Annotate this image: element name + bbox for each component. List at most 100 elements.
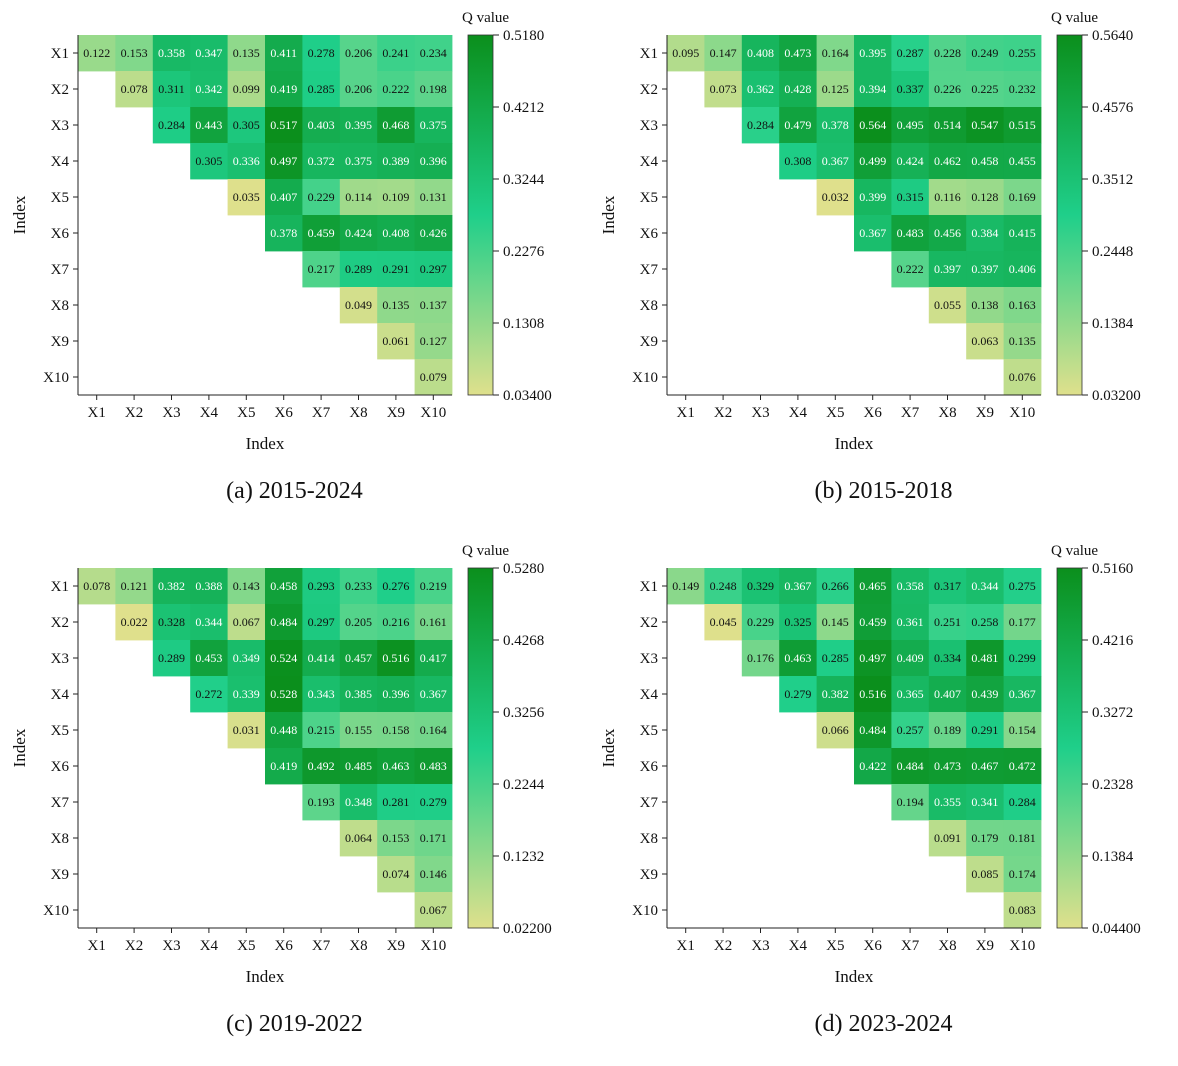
cell-value-label: 0.497 <box>859 651 886 665</box>
cell-value-label: 0.385 <box>345 687 372 701</box>
heat-cell <box>302 107 341 144</box>
cell-value-label: 0.341 <box>971 795 998 809</box>
heat-cell <box>741 568 780 605</box>
cell-value-label: 0.395 <box>345 118 372 132</box>
heat-cell <box>741 604 780 641</box>
y-tick-label: X3 <box>640 651 658 667</box>
cell-value-label: 0.426 <box>420 226 447 240</box>
cell-value-label: 0.517 <box>270 118 297 132</box>
cell-value-label: 0.325 <box>784 615 811 629</box>
cell-value-label: 0.278 <box>308 46 335 60</box>
cell-value-label: 0.146 <box>420 867 447 881</box>
heat-cell <box>339 287 378 324</box>
heat-cell <box>115 71 154 108</box>
heatmap-chart-b: 0.095 0.147 0.408 0.473 0.164 0.395 0.287 0.228… <box>599 10 1141 453</box>
cell-value-label: 0.339 <box>233 687 260 701</box>
heat-cell <box>152 35 191 72</box>
cell-value-label: 0.206 <box>345 82 372 96</box>
cell-value-label: 0.078 <box>83 579 110 593</box>
y-tick-label: X5 <box>51 723 69 739</box>
cell-value-label: 0.328 <box>158 615 185 629</box>
heat-cell <box>265 640 303 677</box>
heat-cell <box>190 568 228 605</box>
heat-cell <box>816 568 855 605</box>
x-tick-label: X1 <box>677 405 695 421</box>
cell-value-label: 0.127 <box>420 334 447 348</box>
x-tick-label: X7 <box>901 938 920 954</box>
heat-cell <box>339 107 378 144</box>
cell-value-label: 0.193 <box>308 795 335 809</box>
colorbar-tick-label: 0.5280 <box>503 561 544 577</box>
panel-caption: (b) 2015-2018 <box>814 478 953 504</box>
heat-cell <box>928 107 967 144</box>
cell-value-label: 0.428 <box>784 82 811 96</box>
cell-value-label: 0.396 <box>420 154 447 168</box>
x-tick-label: X5 <box>826 938 844 954</box>
heat-cell <box>1003 604 1042 641</box>
y-tick-label: X9 <box>640 867 658 883</box>
heat-cell <box>265 107 303 144</box>
y-tick-label: X8 <box>51 831 69 847</box>
heat-cell <box>302 604 341 641</box>
colorbar-tick-label: 0.3272 <box>1092 705 1133 721</box>
y-tick-label: X6 <box>51 226 70 242</box>
cell-value-label: 0.448 <box>270 723 297 737</box>
heat-cell <box>928 712 967 749</box>
cell-value-label: 0.194 <box>897 795 924 809</box>
colorbar <box>467 34 494 396</box>
heat-cell <box>966 712 1004 749</box>
heat-cell <box>227 143 266 180</box>
y-tick-label: X3 <box>640 118 658 134</box>
cell-value-label: 0.137 <box>420 298 447 312</box>
heat-cell <box>854 107 892 144</box>
x-tick-label: X10 <box>420 405 446 421</box>
heat-cell <box>302 71 341 108</box>
heat-cell <box>928 676 967 713</box>
cell-value-label: 0.099 <box>233 82 260 96</box>
cell-value-label: 0.424 <box>345 226 372 240</box>
heat-cell <box>414 71 453 108</box>
heat-cell <box>779 568 817 605</box>
cell-value-label: 0.234 <box>420 46 447 60</box>
heat-cell <box>854 35 892 72</box>
cell-value-label: 0.291 <box>971 723 998 737</box>
cell-value-label: 0.375 <box>345 154 372 168</box>
cell-value-label: 0.067 <box>420 903 447 917</box>
cell-value-label: 0.485 <box>345 759 372 773</box>
heat-cell <box>966 856 1004 893</box>
colorbar-tick-label: 0.4216 <box>1092 633 1134 649</box>
x-tick-label: X2 <box>125 405 143 421</box>
heat-cell <box>227 568 266 605</box>
cell-value-label: 0.409 <box>897 651 924 665</box>
heat-cell <box>854 143 892 180</box>
cell-value-label: 0.228 <box>934 46 961 60</box>
cell-value-label: 0.233 <box>345 579 372 593</box>
heat-cell <box>854 640 892 677</box>
cell-value-label: 0.422 <box>859 759 886 773</box>
cell-value-label: 0.443 <box>195 118 222 132</box>
cell-value-label: 0.394 <box>859 82 886 96</box>
cell-value-label: 0.147 <box>710 46 737 60</box>
cell-value-label: 0.358 <box>897 579 924 593</box>
x-tick-label: X3 <box>162 405 180 421</box>
cell-value-label: 0.396 <box>382 687 409 701</box>
cell-value-label: 0.361 <box>897 615 924 629</box>
cell-value-label: 0.407 <box>270 190 297 204</box>
colorbar-tick-label: 0.1232 <box>503 849 544 865</box>
cell-value-label: 0.514 <box>934 118 961 132</box>
cell-value-label: 0.389 <box>382 154 409 168</box>
cell-value-label: 0.257 <box>897 723 924 737</box>
cell-value-label: 0.473 <box>784 46 811 60</box>
y-tick-label: X2 <box>51 615 69 631</box>
y-tick-label: X2 <box>640 82 658 98</box>
cell-value-label: 0.161 <box>420 615 447 629</box>
cell-value-label: 0.484 <box>270 615 297 629</box>
cell-value-label: 0.483 <box>420 759 447 773</box>
x-axis-title: Index <box>246 434 285 453</box>
cell-value-label: 0.344 <box>971 579 998 593</box>
cell-value-label: 0.275 <box>1009 579 1036 593</box>
cell-value-label: 0.367 <box>784 579 811 593</box>
y-axis-title: Index <box>10 195 29 234</box>
heat-cell <box>966 287 1004 324</box>
y-tick-label: X10 <box>43 370 69 386</box>
